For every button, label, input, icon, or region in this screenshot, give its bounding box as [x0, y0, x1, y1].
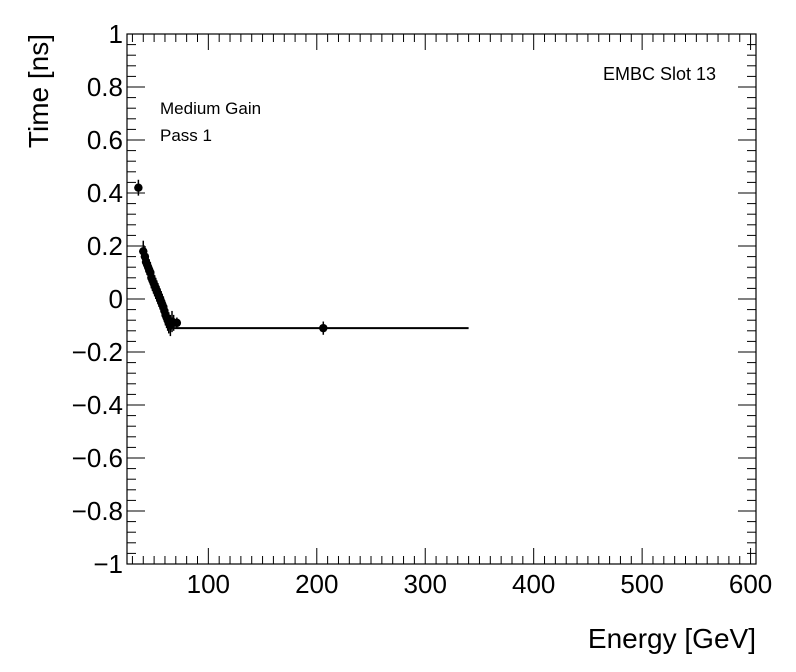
data-point: [172, 317, 182, 329]
data-points: [134, 179, 328, 337]
y-tick-label: −0.6: [72, 443, 123, 473]
y-tick-label: −1: [93, 549, 123, 579]
annotation-slot: EMBC Slot 13: [603, 64, 716, 84]
y-tick-label: −0.2: [72, 337, 123, 367]
y-tick-label: 0.2: [87, 231, 123, 261]
x-tick-label: 400: [512, 569, 555, 599]
x-tick-label: 500: [620, 569, 663, 599]
x-axis-label: Energy [GeV]: [588, 623, 756, 654]
data-point: [134, 179, 143, 196]
data-point: [319, 321, 328, 335]
point-marker: [134, 183, 143, 192]
plot-frame: [126, 33, 757, 565]
y-tick-label: 0.4: [87, 178, 123, 208]
annotation-pass: Pass 1: [160, 126, 212, 145]
y-tick-label: 0.8: [87, 72, 123, 102]
point-marker: [319, 323, 328, 333]
tick-labels: 100 200 300 400 500 600 −1 −0.8 −0.6 −0.4 −0.2 0 0.2…: [72, 19, 773, 599]
x-tick-label: 300: [404, 569, 447, 599]
point-marker: [172, 318, 182, 328]
annotation-gain: Medium Gain: [160, 99, 261, 118]
y-axis-label: Time [ns]: [23, 34, 54, 148]
y-tick-label: 0.6: [87, 125, 123, 155]
y-tick-label: −0.4: [72, 390, 123, 420]
y-tick-label: 0: [109, 284, 123, 314]
x-tick-label: 100: [187, 569, 230, 599]
y-tick-label: −0.8: [72, 496, 123, 526]
x-tick-label: 600: [729, 569, 772, 599]
y-tick-label: 1: [109, 19, 123, 49]
x-tick-label: 200: [295, 569, 338, 599]
